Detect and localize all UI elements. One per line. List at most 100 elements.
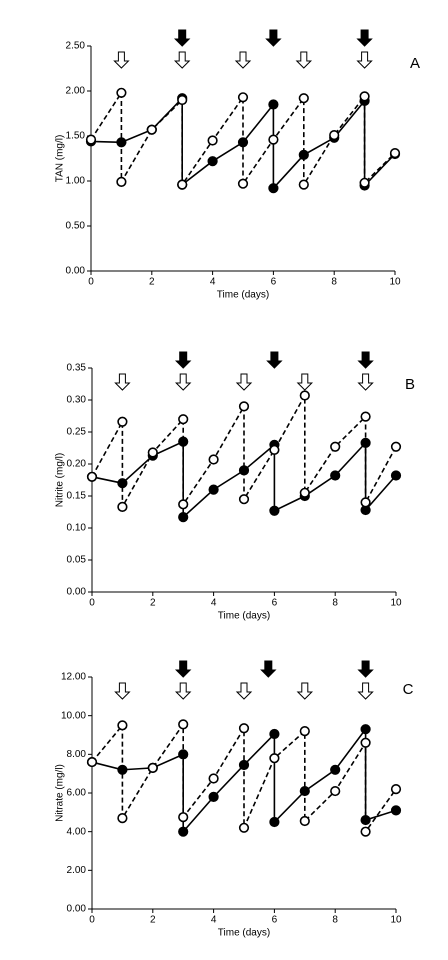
data-point [389,148,401,159]
x-tick-label: 10 [390,598,402,609]
open-arrow [234,51,252,69]
y-tick-label: 0.50 [66,221,86,232]
data-point [360,411,371,422]
x-tick-label: 8 [332,915,338,926]
y-tick-label: 12.00 [61,672,86,683]
y-tick-label: 10.00 [61,710,86,721]
data-point [360,737,371,748]
data-point [299,785,310,797]
data-point [237,92,249,103]
filled-arrow [174,660,192,678]
data-point [359,91,370,102]
y-tick-label: 0.35 [67,363,87,374]
data-point [330,764,341,775]
data-point [146,124,157,135]
data-point [208,484,219,495]
open-arrow [296,373,314,391]
y-tick-label: 0.15 [67,491,87,502]
x-tick-label: 8 [332,598,338,609]
data-point [330,470,341,481]
filled-arrow [174,351,192,369]
y-tick-label: 0.00 [67,587,87,598]
data-point [360,826,371,837]
data-point [269,816,280,828]
filled-arrow [266,351,283,369]
x-axis-title: Time (days) [218,611,270,622]
data-point [178,719,189,730]
open-arrow [357,373,374,391]
data-point [299,815,310,827]
x-tick-label: 4 [211,598,217,609]
data-point [86,471,98,482]
series-line [91,440,397,519]
data-point [360,724,371,735]
y-tick-label: 6.00 [67,788,87,799]
data-point [390,805,402,816]
data-point [208,454,219,465]
data-point [268,183,279,194]
data-point [298,179,309,190]
data-point [238,759,250,771]
x-axis-title: Time (days) [217,290,269,301]
data-point [329,130,340,141]
open-arrow [114,682,131,700]
x-axis-title: Time (days) [218,928,270,939]
x-tick-label: 4 [211,915,217,926]
filled-arrow [357,351,374,369]
open-arrow [235,682,253,700]
x-tick-label: 0 [89,598,95,609]
data-point [390,784,402,795]
data-point [178,749,189,760]
x-tick-label: 6 [271,277,277,288]
panel-label: A [410,55,420,72]
data-point [117,764,128,775]
data-point [299,487,310,498]
data-point [360,437,371,448]
data-point [178,512,189,523]
x-tick-label: 0 [88,277,94,288]
y-tick-label: 0.10 [67,523,87,534]
data-point [390,470,402,481]
data-point [208,773,219,784]
data-point [178,414,189,425]
data-point [177,94,188,106]
x-tick-label: 10 [390,915,402,926]
data-point [299,390,310,401]
open-arrow [173,51,191,69]
open-arrow [295,51,313,69]
filled-arrow [260,660,277,678]
data-point [178,826,189,837]
data-point [237,137,249,148]
data-point [147,447,158,458]
y-tick-label: 1.50 [66,131,86,142]
y-tick-label: 0.05 [67,555,87,566]
data-point [360,497,371,508]
data-point [268,134,279,145]
y-axis-title: TAN (mg/l) [55,135,66,183]
x-tick-label: 0 [89,915,95,926]
data-point [178,436,189,447]
data-point [360,814,371,826]
filled-arrow [356,29,373,47]
data-point [208,791,219,802]
data-point [117,501,128,512]
data-point [177,179,188,190]
data-point [238,822,250,833]
x-tick-label: 2 [150,915,156,926]
y-tick-label: 2.50 [66,41,86,52]
filled-arrow [357,660,374,678]
y-tick-label: 0.25 [67,427,87,438]
panel-label: C [403,681,414,698]
data-point [238,723,250,734]
panel-label: B [405,376,415,393]
series-line [91,726,397,834]
y-tick-label: 4.00 [67,826,87,837]
data-point [178,812,189,823]
y-axis-title: Nitrite (mg/l) [55,453,66,507]
x-tick-label: 10 [389,277,401,288]
x-tick-label: 6 [272,915,278,926]
data-point [207,156,218,167]
data-point [117,720,128,731]
data-point [330,441,341,452]
series-line [91,721,397,835]
